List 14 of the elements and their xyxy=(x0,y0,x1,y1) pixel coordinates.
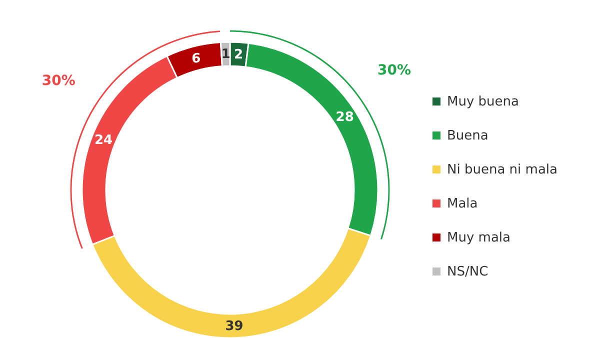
text: 30% xyxy=(42,73,76,90)
text: 30% xyxy=(377,62,411,79)
legend-label: Ni buena ni mala xyxy=(447,162,558,178)
legend-label: Muy buena xyxy=(447,94,519,110)
legend-label: Mala xyxy=(447,196,478,212)
data-label: 1 xyxy=(221,47,230,62)
data-label: 2 xyxy=(234,47,244,62)
legend-label: NS/NC xyxy=(447,264,488,280)
data-label: 39 xyxy=(225,318,244,334)
data-label: 6 xyxy=(192,51,201,66)
legend-label: Buena xyxy=(447,128,488,144)
data-label: 24 xyxy=(94,132,113,148)
legend-label: Muy mala xyxy=(447,230,510,246)
data-label: 28 xyxy=(336,110,354,126)
